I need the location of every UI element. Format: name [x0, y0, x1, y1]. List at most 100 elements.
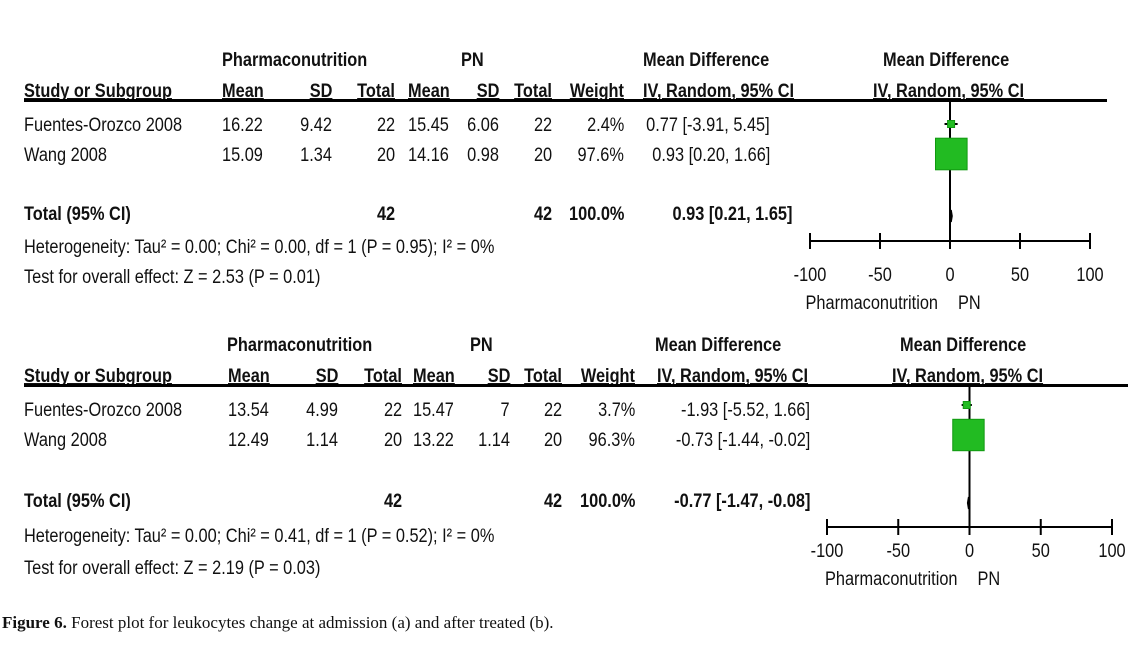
col-weight-header: Weight [569, 81, 624, 102]
col-sd2-header: SD [476, 81, 499, 102]
total-label: Total (95% CI) [24, 491, 131, 512]
total-diamond [949, 209, 953, 223]
total-ci: -0.77 [-1.47, -0.08] [673, 491, 810, 512]
favours-right-label: PN [978, 568, 1001, 589]
x-tick-label: 0 [965, 540, 974, 561]
group1-header: Pharmaconutrition [222, 50, 368, 71]
header-rule [24, 384, 1128, 387]
study-total2: 20 [533, 145, 552, 166]
study-effect-box [962, 401, 971, 409]
study-total2: 22 [543, 400, 562, 421]
col-mean2-header: Mean [413, 366, 455, 387]
study-ci: -1.93 [-5.52, 1.66] [681, 400, 810, 421]
study-effect-box [952, 418, 985, 452]
study-name: Fuentes-Orozco 2008 [24, 400, 183, 421]
study-total2: 20 [543, 430, 562, 451]
study-sd2: 1.14 [478, 430, 510, 451]
col-total2-header: Total [524, 366, 562, 387]
total-ci: 0.93 [0.21, 1.65] [672, 204, 792, 225]
total-n2: 42 [543, 491, 562, 512]
md-header: Mean Difference [655, 335, 782, 356]
study-sd1: 1.34 [300, 145, 332, 166]
col-mean1-header: Mean [228, 366, 270, 387]
group2-header: PN [461, 50, 484, 71]
md-sub-header: IV, Random, 95% CI [643, 81, 795, 102]
study-total1: 20 [376, 145, 395, 166]
study-weight: 97.6% [577, 145, 624, 166]
total-weight: 100.0% [568, 204, 624, 225]
favours-left-label: Pharmaconutrition [806, 292, 938, 313]
study-name: Wang 2008 [24, 430, 107, 451]
study-sd2: 6.06 [467, 115, 499, 136]
x-tick-label: -50 [886, 540, 910, 561]
forest-plot-area: -100 -50 0 50 100 Pharmaconutrition PN [811, 384, 1126, 589]
header-rule [24, 99, 1107, 102]
col-study-header: Study or Subgroup [24, 366, 172, 387]
study-sd2: 0.98 [467, 145, 499, 166]
col-sd2-header: SD [487, 366, 510, 387]
figure-caption: Figure 6. Forest plot for leukocytes cha… [2, 612, 554, 634]
x-tick-label: 100 [1098, 540, 1125, 561]
study-mean2: 14.16 [408, 145, 449, 166]
forest-plot-b: Pharmaconutrition PN Mean Difference Mea… [0, 325, 1148, 615]
study-weight: 3.7% [597, 400, 635, 421]
total-n1: 42 [376, 204, 395, 225]
study-sd2: 7 [500, 400, 510, 421]
col-total2-header: Total [514, 81, 552, 102]
study-mean1: 16.22 [222, 115, 263, 136]
study-mean1: 13.54 [228, 400, 269, 421]
total-label: Total (95% CI) [24, 204, 131, 225]
total-weight: 100.0% [579, 491, 635, 512]
col-sd1-header: SD [309, 81, 332, 102]
study-ci: -0.73 [-1.44, -0.02] [675, 430, 810, 451]
heterogeneity-text: Heterogeneity: Tau² = 0.00; Chi² = 0.00,… [24, 237, 495, 258]
group2-header: PN [470, 335, 493, 356]
study-total1: 20 [383, 430, 402, 451]
study-sd1: 4.99 [306, 400, 338, 421]
study-mean2: 15.47 [413, 400, 454, 421]
plot-sub-header: IV, Random, 95% CI [873, 81, 1025, 102]
col-weight-header: Weight [580, 366, 635, 387]
caption-label: Figure 6. [2, 613, 67, 632]
study-total1: 22 [383, 400, 402, 421]
x-tick-label: 100 [1076, 264, 1103, 285]
total-n1: 42 [383, 491, 402, 512]
favours-left-label: Pharmaconutrition [825, 568, 957, 589]
study-effect-box [947, 120, 956, 128]
heterogeneity-text: Heterogeneity: Tau² = 0.00; Chi² = 0.41,… [24, 526, 495, 547]
study-sd1: 9.42 [300, 115, 332, 136]
col-total1-header: Total [364, 366, 402, 387]
x-tick-label: 0 [945, 264, 954, 285]
col-mean2-header: Mean [408, 81, 450, 102]
md-sub-header: IV, Random, 95% CI [657, 366, 809, 387]
col-total1-header: Total [357, 81, 395, 102]
md-header: Mean Difference [643, 50, 770, 71]
x-tick-label: 50 [1032, 540, 1050, 561]
study-sd1: 1.14 [306, 430, 338, 451]
group1-header: Pharmaconutrition [227, 335, 373, 356]
x-tick-label: -100 [794, 264, 827, 285]
overall-effect-text: Test for overall effect: Z = 2.19 (P = 0… [24, 558, 321, 579]
caption-text: Forest plot for leukocytes change at adm… [71, 613, 554, 632]
overall-effect-text: Test for overall effect: Z = 2.53 (P = 0… [24, 267, 321, 288]
study-mean2: 15.45 [408, 115, 449, 136]
study-name: Fuentes-Orozco 2008 [24, 115, 183, 136]
study-mean1: 15.09 [222, 145, 263, 166]
study-mean1: 12.49 [228, 430, 269, 451]
total-diamond [966, 496, 970, 510]
x-tick-label: -100 [811, 540, 844, 561]
plot-header: Mean Difference [900, 335, 1027, 356]
study-weight: 96.3% [588, 430, 635, 451]
total-n2: 42 [533, 204, 552, 225]
study-name: Wang 2008 [24, 145, 107, 166]
study-ci: 0.77 [-3.91, 5.45] [646, 115, 770, 136]
plot-sub-header: IV, Random, 95% CI [892, 366, 1044, 387]
study-total1: 22 [376, 115, 395, 136]
col-mean1-header: Mean [222, 81, 264, 102]
forest-plot-a: Pharmaconutrition PN Mean Difference Mea… [0, 40, 1148, 330]
study-mean2: 13.22 [413, 430, 454, 451]
forest-plot-area: -100 -50 0 50 100 Pharmaconutrition PN [794, 99, 1104, 313]
study-total2: 22 [533, 115, 552, 136]
study-effect-box [934, 137, 968, 171]
plot-header: Mean Difference [883, 50, 1010, 71]
